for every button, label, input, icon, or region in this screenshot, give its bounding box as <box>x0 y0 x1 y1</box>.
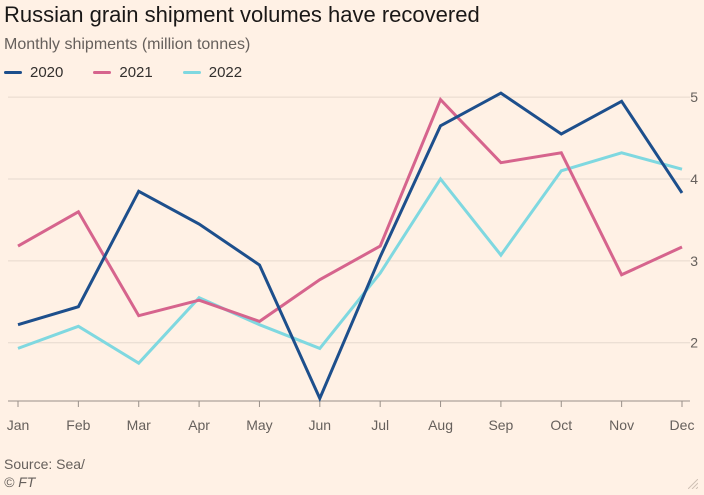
legend-label-2021: 2021 <box>119 64 153 81</box>
x-tick-label-feb: Feb <box>66 417 90 433</box>
series-line-2020 <box>17 91 684 403</box>
x-tick-label-jan: Jan <box>7 417 30 433</box>
y-tick-label-2: 2 <box>690 335 698 351</box>
x-tick-label-jun: Jun <box>309 417 332 433</box>
x-tick-label-apr: Apr <box>188 417 210 433</box>
y-tick-label-3: 3 <box>690 253 698 269</box>
legend-swatch-2020 <box>4 71 22 74</box>
chart-subtitle: Monthly shipments (million tonnes) <box>4 36 251 53</box>
legend-item-2021: 2021 <box>93 64 153 81</box>
series-line-2021 <box>17 96 683 324</box>
source-note: Source: Sea/ © FT <box>4 455 85 491</box>
series-line-2022 <box>17 151 683 366</box>
resize-grip-icon <box>688 479 698 489</box>
x-tick-label-oct: Oct <box>550 417 572 433</box>
legend-swatch-2021 <box>93 71 112 74</box>
x-tick-label-may: May <box>246 417 272 433</box>
x-tick-label-nov: Nov <box>609 417 634 433</box>
legend-label-2022: 2022 <box>208 64 243 81</box>
y-tick-label-5: 5 <box>690 89 698 105</box>
legend-swatch-2022 <box>182 71 201 74</box>
x-tick-label-mar: Mar <box>127 417 151 433</box>
legend: 2020 2021 2022 <box>4 64 242 81</box>
legend-item-2022: 2022 <box>182 64 243 81</box>
x-tick-label-dec: Dec <box>670 417 695 433</box>
y-tick-label-4: 4 <box>690 171 698 187</box>
x-tick-label-jul: Jul <box>371 417 389 433</box>
chart-title: Russian grain shipment volumes have reco… <box>4 2 480 27</box>
x-tick-label-sep: Sep <box>488 417 513 433</box>
legend-label-2020: 2020 <box>30 64 64 81</box>
x-tick-label-aug: Aug <box>428 417 453 433</box>
copyright-text: © FT <box>4 474 36 490</box>
legend-item-2020: 2020 <box>4 64 63 81</box>
source-text: Source: Sea/ <box>4 456 85 472</box>
